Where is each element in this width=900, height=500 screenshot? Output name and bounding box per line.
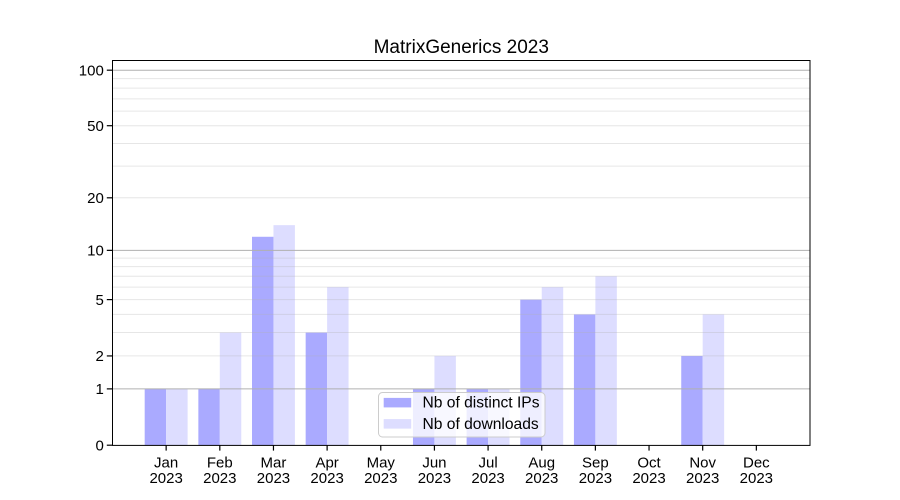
svg-text:2023: 2023 — [364, 470, 397, 487]
svg-text:2023: 2023 — [740, 470, 773, 487]
svg-text:2023: 2023 — [149, 470, 182, 487]
svg-text:100: 100 — [79, 62, 104, 79]
svg-text:MatrixGenerics 2023: MatrixGenerics 2023 — [374, 37, 549, 58]
svg-text:May: May — [367, 455, 396, 472]
svg-text:2023: 2023 — [310, 470, 343, 487]
svg-text:10: 10 — [87, 243, 104, 260]
svg-text:2: 2 — [95, 348, 103, 365]
svg-text:Feb: Feb — [207, 455, 233, 472]
svg-text:50: 50 — [87, 118, 104, 135]
svg-text:2023: 2023 — [257, 470, 290, 487]
svg-text:Nb of distinct IPs: Nb of distinct IPs — [423, 395, 540, 412]
svg-text:Jan: Jan — [154, 455, 178, 472]
svg-text:2023: 2023 — [418, 470, 451, 487]
svg-text:Dec: Dec — [743, 455, 770, 472]
svg-text:2023: 2023 — [525, 470, 558, 487]
svg-text:Jun: Jun — [422, 455, 446, 472]
svg-text:Nb of downloads: Nb of downloads — [423, 416, 539, 433]
svg-text:2023: 2023 — [579, 470, 612, 487]
svg-text:5: 5 — [95, 292, 103, 309]
svg-text:0: 0 — [95, 437, 103, 454]
svg-text:2023: 2023 — [471, 470, 504, 487]
svg-text:1: 1 — [95, 381, 103, 398]
svg-text:Jul: Jul — [478, 455, 497, 472]
svg-text:Nov: Nov — [689, 455, 716, 472]
svg-text:Sep: Sep — [582, 455, 609, 472]
svg-text:20: 20 — [87, 190, 104, 207]
svg-text:Mar: Mar — [261, 455, 287, 472]
svg-text:Oct: Oct — [637, 455, 661, 472]
svg-text:2023: 2023 — [632, 470, 665, 487]
svg-text:Apr: Apr — [315, 455, 338, 472]
svg-text:2023: 2023 — [203, 470, 236, 487]
svg-text:Aug: Aug — [528, 455, 555, 472]
svg-text:2023: 2023 — [686, 470, 719, 487]
